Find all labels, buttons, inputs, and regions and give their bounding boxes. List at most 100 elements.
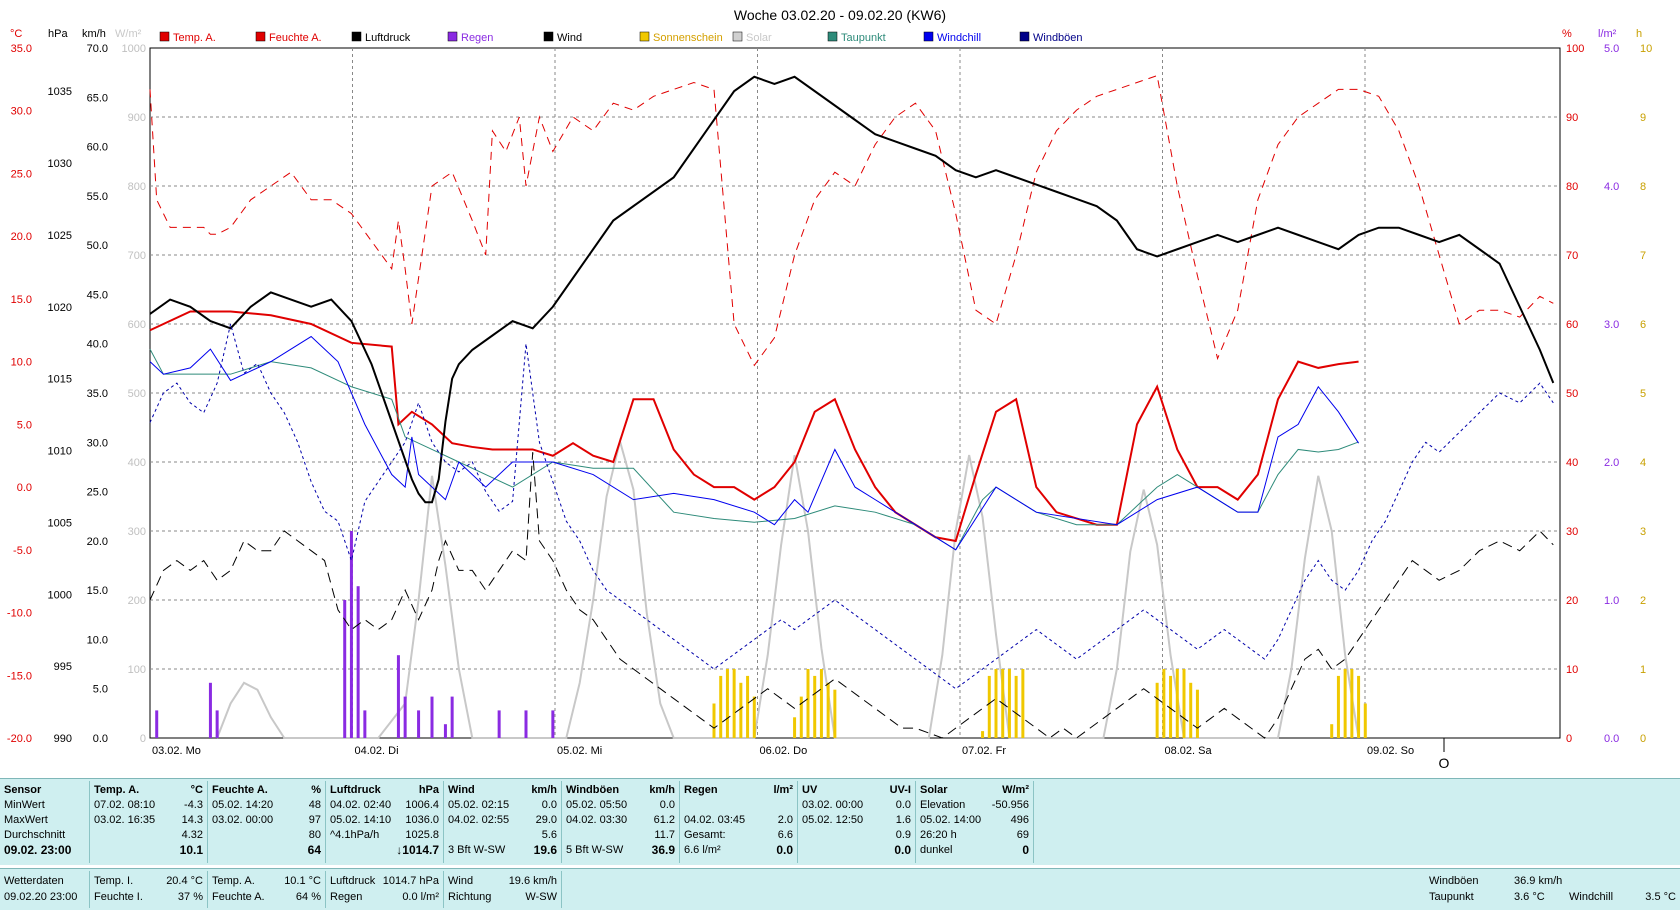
stats-row-label: 03.02. 00:00 [212,814,274,826]
stats-row-value: 1036.0 [405,814,439,826]
stats-row: 05.02. 05:50 0.0 [566,798,675,813]
y-tick-label-wind: 65.0 [87,92,108,104]
sunshine-bar [732,669,736,738]
y-tick-label-solar: 500 [128,388,146,400]
stats-row-label: 05.02. 12:50 [802,814,864,826]
line-series [149,74,1555,739]
rain-bar [215,710,219,738]
sunshine-bar [1182,669,1186,738]
y-tick-label-wind: 0.0 [93,733,108,745]
stats-row-value: 29.0 [535,814,557,826]
current-row: Luftdruck 1014.7 hPa [330,873,439,889]
current-text: 09.02.20 23:00 [4,891,78,903]
legend-swatch [351,31,362,42]
stats-row: 26:20 h 69 [920,828,1029,843]
stats-column-gust: Windböen km/h 05.02. 05:50 0.0 04.02. 03:30 6… [562,781,680,863]
stats-row: 03.02. 16:35 14.3 [94,813,203,828]
current-row: Temp. I. 20.4 °C [94,873,203,889]
current-pressure: Luftdruck 1014.7 hPa Regen 0.0 l/m² [326,871,444,908]
stats-title: Solar [920,784,948,796]
stats-row-label: 05.02. 14:10 [330,814,392,826]
y-tick-label-sun: 1 [1640,664,1646,676]
stats-row-label: 26:20 h [920,829,957,841]
stats-row: 6.6 l/m² 0.0 [684,843,793,858]
axis-ticks: 03.02. Mo 04.02. Di 05.02. Mi 06.02. Do 07.0… [7,43,1652,771]
stats-row-value: 80 [308,829,321,841]
stats-row: 04.02. 02:55 29.0 [448,813,557,828]
stats-title: Windböen [566,784,620,796]
stats-row [684,798,793,813]
stats-row-value: 0.0 [541,799,557,811]
stats-title: Luftdruck [330,784,381,796]
sunshine-bar [826,682,830,738]
legend-label: Feuchte A. [269,32,322,44]
stats-row-label: 03.02. 16:35 [94,814,156,826]
y-tick-label-hum: 70 [1566,250,1578,262]
stats-row: 64 [212,843,321,858]
sunshine-bar [819,669,823,738]
stats-row: 80 [212,828,321,843]
stats-row: 11.7 [566,828,675,843]
sunshine-bar [746,675,750,738]
stats-header: UV UV-I [802,783,911,798]
stats-row: MaxWert [4,813,85,828]
statistics-panel: Sensor MinWert MaxWert Durchschnitt 09.02. 2… [0,778,1680,865]
stats-row-label: 5 Bft W-SW [566,844,624,856]
stats-row: 09.02. 23:00 [4,843,85,858]
stats-row-label: Durchschnitt [4,829,66,841]
stats-row-label: ^4.1hPa/h [330,829,380,841]
stats-row-value: 6.6 [777,829,793,841]
current-row: Richtung W-SW [448,889,557,905]
current-value: 1014.7 hPa [382,875,439,887]
legend-swatch [159,31,170,42]
stats-unit: l/m² [773,784,793,796]
stats-title: Temp. A. [94,784,140,796]
stats-row-label: MaxWert [4,814,48,826]
stats-row: 4.32 [94,828,203,843]
stats-row-value: 97 [308,814,321,826]
y-tick-label-solar: 100 [128,664,146,676]
y-tick-label-wind: 30.0 [87,437,108,449]
stats-row-label: 04.02. 03:30 [566,814,628,826]
stats-row-label: 05.02. 14:20 [212,799,274,811]
y-tick-label-hum: 10 [1566,664,1578,676]
stats-row: dunkel 0 [920,843,1029,858]
sunshine-bar [1195,689,1199,738]
y-tick-label-solar: 600 [128,319,146,331]
stats-row-label: 3 Bft W-SW [448,844,506,856]
current-timestamp: Wetterdaten 09.02.20 23:00 [0,871,90,908]
stats-row: 05.02. 14:00 496 [920,813,1029,828]
current-row: Feuchte A. 64 % [212,889,321,905]
y-tick-label-press: 1025 [48,230,72,242]
stats-header: Regen l/m² [684,783,793,798]
current-value: 0.0 l/m² [402,891,439,903]
stats-column-wind: Wind km/h 05.02. 02:15 0.0 04.02. 02:55 29.0 5… [444,781,562,863]
stats-row: 07.02. 08:10 -4.3 [94,798,203,813]
legend-swatch [255,31,266,42]
x-tick-label: 05.02. Mi [557,745,602,757]
stats-title: UV [802,784,818,796]
stats-header: Solar W/m² [920,783,1029,798]
current-value: 36.9 km/h [1514,875,1563,887]
y-tick-label-press: 1010 [48,446,72,458]
series-line-press [149,75,1555,504]
legend-label: Luftdruck [365,32,411,44]
stats-row-value: 5.6 [541,829,557,841]
legend-label: Temp. A. [173,32,216,44]
sunshine-bar [1007,669,1011,738]
stats-header: Luftdruck hPa [330,783,439,798]
stats-row-label: 03.02. 00:00 [802,799,864,811]
rain-bar [396,655,400,738]
sunshine-bar [752,696,756,738]
stats-row-value: 0.0 [895,799,911,811]
stats-row: 10.1 [94,843,203,858]
stats-row-value: 0.0 [894,843,911,857]
stats-row-label: 04.02. 02:55 [448,814,510,826]
current-text: Wetterdaten [4,875,64,887]
y-tick-label-wind: 10.0 [87,634,108,646]
axis-unit-labels: °C hPa km/h W/m²% l/m² h [10,28,1642,40]
stats-row: 03.02. 00:00 97 [212,813,321,828]
y-tick-label-sun: 10 [1640,43,1652,55]
axis-unit-rain: l/m² [1598,28,1617,40]
y-tick-label-sun: 7 [1640,250,1646,262]
